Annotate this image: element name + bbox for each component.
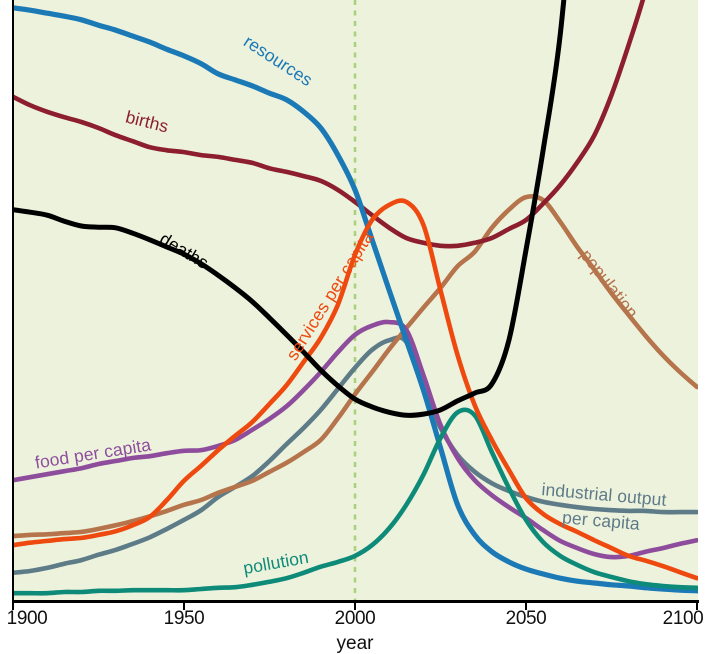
x-axis-title: year xyxy=(336,633,374,654)
y-axis-line xyxy=(11,0,14,602)
curve-pollution xyxy=(13,407,698,596)
curve-resources xyxy=(13,5,698,594)
x-tick-label-2050: 2050 xyxy=(505,608,547,629)
curve-deaths xyxy=(13,0,567,418)
curve-births xyxy=(13,0,646,249)
curve-population xyxy=(13,193,698,539)
curves-canvas xyxy=(13,0,698,600)
x-tick-label-2100: 2100 xyxy=(662,608,704,629)
x-tick-label-1900: 1900 xyxy=(6,608,48,629)
x-tick-label-1950: 1950 xyxy=(163,608,205,629)
x-tick-2050 xyxy=(525,602,527,610)
x-tick-label-2000: 2000 xyxy=(334,608,376,629)
x-axis-line xyxy=(11,600,699,603)
x-tick-1900 xyxy=(12,602,14,610)
x-tick-2000 xyxy=(354,602,356,610)
plot-area xyxy=(13,0,698,601)
curve-industrial xyxy=(13,335,698,576)
curve-services xyxy=(13,198,698,581)
x-tick-1950 xyxy=(183,602,185,610)
curve-food xyxy=(13,319,698,560)
x-tick-2100 xyxy=(696,602,698,610)
